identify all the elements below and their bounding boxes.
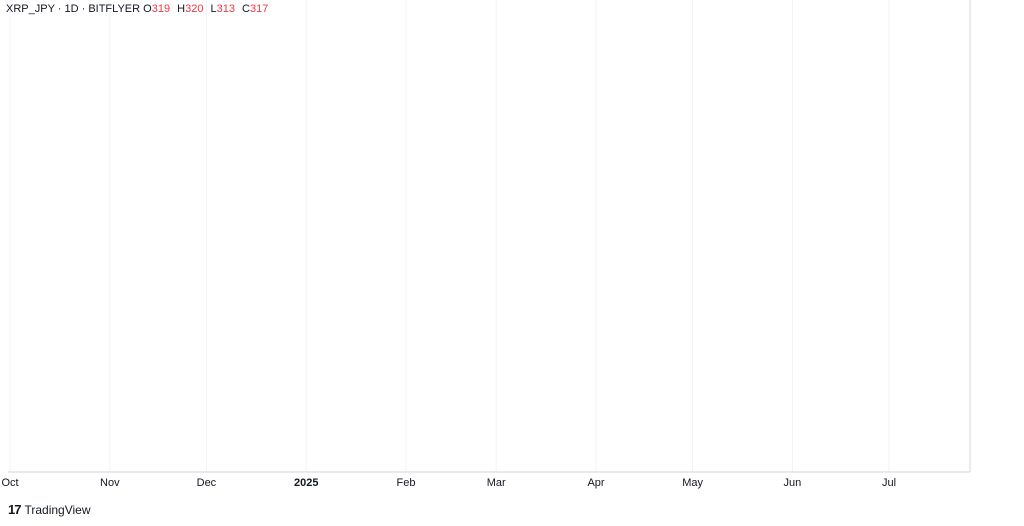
tradingview-name: TradingView [24,502,91,517]
x-tick-label: Nov [100,477,120,489]
symbol-line: XRP_JPY · 1D · BITFLYER [6,3,141,15]
x-tick-label: Dec [197,477,217,489]
open-label: O [143,3,152,15]
symbol-header: XRP_JPY · 1D · BITFLYER O319 H320 L313 C… [6,3,272,15]
x-tick-label: Jun [784,477,802,489]
tradingview-brand[interactable]: 17 TradingView [8,502,91,517]
tradingview-logo-icon: 17 [8,502,22,517]
x-tick-label: Jul [882,477,896,489]
high-value: 320 [185,3,204,15]
x-tick-label: May [682,477,703,489]
x-tick-label: Oct [1,477,18,489]
x-tick-label: Apr [587,477,604,489]
low-value: 313 [216,3,235,15]
x-tick-label: Feb [397,477,416,489]
close-label: C [242,3,250,15]
x-tick-label: Mar [487,477,506,489]
low-label: L [210,3,217,15]
x-tick-label: 2025 [294,477,318,489]
high-label: H [177,3,186,15]
close-value: 317 [250,3,269,15]
open-value: 319 [151,3,171,15]
